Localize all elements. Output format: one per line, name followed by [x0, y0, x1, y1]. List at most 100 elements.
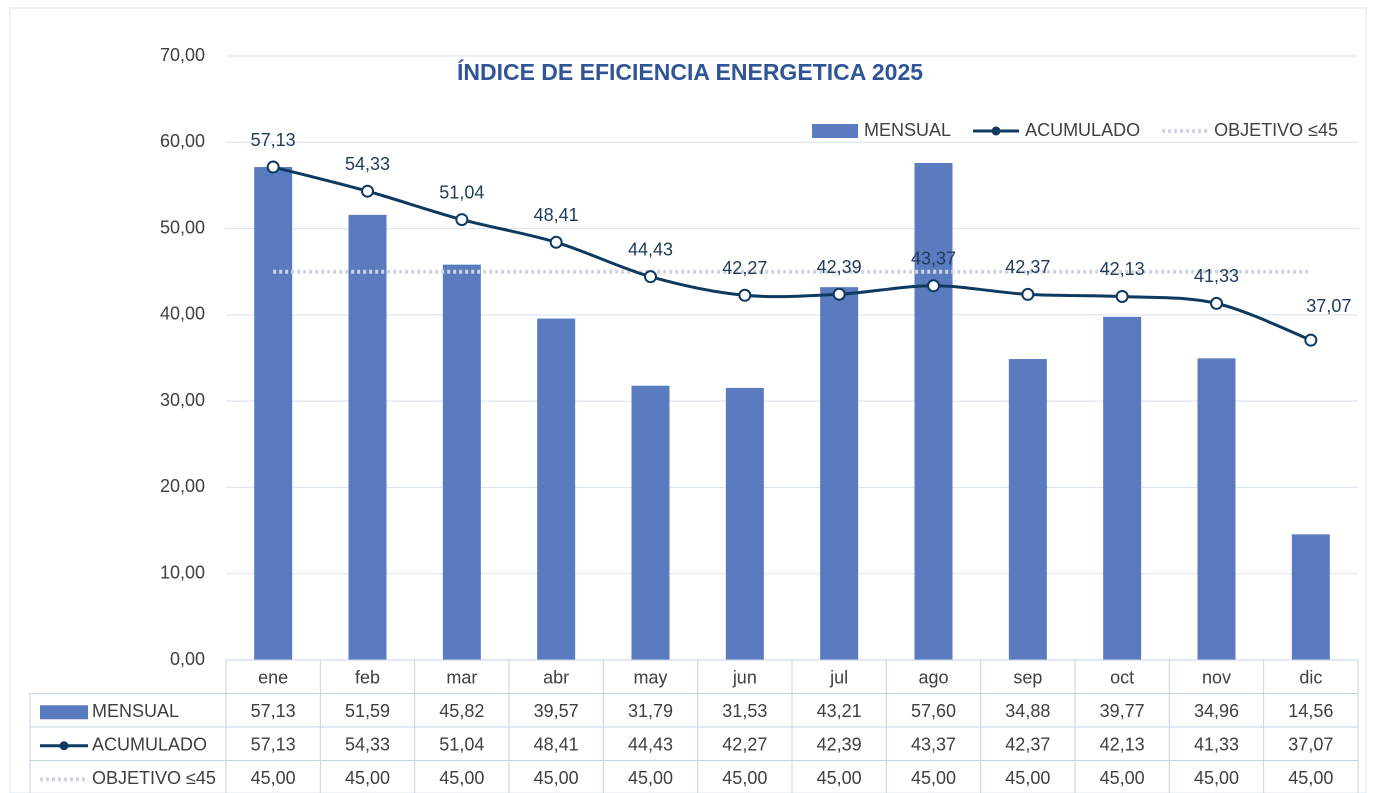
bar: [348, 214, 387, 661]
data-label: 42,13: [1100, 259, 1145, 279]
legend-label: OBJETIVO ≤45: [1214, 120, 1338, 140]
x-tick-label: oct: [1110, 668, 1134, 688]
table-cell: 45,00: [1194, 768, 1239, 788]
bar: [725, 387, 764, 660]
bar: [442, 264, 481, 660]
data-label: 41,33: [1194, 266, 1239, 286]
bar: [537, 318, 576, 660]
line-marker: [455, 213, 469, 227]
table-cell: 42,27: [722, 735, 767, 755]
table-cell: 43,37: [911, 735, 956, 755]
legend-swatch: [40, 705, 88, 720]
table-row-header: ACUMULADO: [92, 735, 207, 755]
line-marker: [549, 235, 563, 249]
table-cell: 42,39: [817, 735, 862, 755]
table-cell: 48,41: [534, 735, 579, 755]
bar: [1291, 534, 1330, 660]
table-cell: 45,00: [251, 768, 296, 788]
table-cell: 57,13: [251, 735, 296, 755]
y-tick-label: 0,00: [170, 649, 205, 669]
table-cell: 39,77: [1100, 701, 1145, 721]
bar: [1103, 316, 1142, 660]
data-label: 42,37: [1005, 257, 1050, 277]
line-marker: [1021, 287, 1035, 301]
data-label: 42,39: [817, 257, 862, 277]
table-cell: 45,00: [628, 768, 673, 788]
chart-title: ÍNDICE DE EFICIENCIA ENERGETICA 2025: [457, 58, 923, 85]
legend-label: ACUMULADO: [1025, 120, 1140, 140]
table-cell: 45,00: [1288, 768, 1333, 788]
x-tick-label: abr: [543, 668, 569, 688]
table-row-header: MENSUAL: [92, 701, 179, 721]
table-cell: 51,59: [345, 701, 390, 721]
legend-marker: [59, 741, 69, 751]
y-tick-label: 20,00: [160, 476, 205, 496]
bar: [254, 167, 293, 660]
chart-frame: [9, 7, 1367, 793]
table-cell: 45,00: [722, 768, 767, 788]
table-cell: 43,21: [817, 701, 862, 721]
table-cell: 57,60: [911, 701, 956, 721]
x-tick-label: dic: [1299, 668, 1322, 688]
y-tick-label: 70,00: [160, 45, 205, 65]
table-cell: 45,00: [817, 768, 862, 788]
table-cell: 45,00: [534, 768, 579, 788]
table-cell: 42,13: [1100, 735, 1145, 755]
y-tick-label: 50,00: [160, 217, 205, 237]
table-cell: 45,00: [911, 768, 956, 788]
line-marker: [738, 288, 752, 302]
x-tick-label: feb: [355, 668, 380, 688]
line-marker: [1304, 333, 1318, 347]
line-marker: [361, 184, 374, 198]
data-label: 42,27: [722, 258, 767, 278]
table-cell: 57,13: [251, 701, 296, 721]
table-cell: 45,00: [439, 768, 484, 788]
data-label: 54,33: [345, 154, 390, 174]
data-label: 51,04: [439, 182, 484, 202]
data-label: 43,37: [911, 249, 956, 269]
table-row-header: OBJETIVO ≤45: [92, 768, 216, 788]
x-tick-label: nov: [1202, 668, 1231, 688]
line-marker: [266, 160, 280, 174]
table-cell: 54,33: [345, 735, 390, 755]
data-label: 57,13: [251, 130, 296, 150]
table-cell: 44,43: [628, 735, 673, 755]
legend-swatch: [812, 124, 859, 138]
line-marker: [927, 279, 940, 293]
line-marker: [1115, 289, 1129, 303]
bar: [1008, 359, 1047, 660]
bar: [631, 385, 670, 660]
y-tick-label: 60,00: [160, 131, 205, 151]
table-cell: 45,00: [345, 768, 390, 788]
x-tick-label: may: [633, 668, 667, 688]
x-tick-label: jul: [829, 668, 848, 688]
x-tick-label: sep: [1013, 668, 1042, 688]
legend-label: MENSUAL: [864, 120, 951, 140]
legend-marker: [991, 126, 1001, 136]
bar: [1197, 358, 1236, 660]
data-label: 48,41: [534, 205, 579, 225]
x-tick-label: jun: [732, 668, 757, 688]
table-cell: 45,82: [439, 701, 484, 721]
table-cell: 42,37: [1005, 735, 1050, 755]
table-cell: 45,00: [1005, 768, 1050, 788]
table-cell: 39,57: [534, 701, 579, 721]
data-label: 37,07: [1306, 296, 1351, 316]
bar: [914, 162, 953, 660]
table-cell: 45,00: [1100, 768, 1145, 788]
table-cell: 51,04: [439, 735, 484, 755]
x-tick-label: ago: [918, 668, 948, 688]
y-tick-label: 10,00: [160, 562, 205, 582]
table-cell: 34,88: [1005, 701, 1050, 721]
table-cell: 14,56: [1288, 701, 1333, 721]
data-label: 44,43: [628, 239, 673, 259]
x-tick-label: mar: [446, 668, 477, 688]
line-marker: [1210, 296, 1223, 310]
line-marker: [644, 270, 657, 284]
table-cell: 31,53: [722, 701, 767, 721]
y-tick-label: 30,00: [160, 390, 205, 410]
table-cell: 31,79: [628, 701, 673, 721]
line: [272, 165, 1312, 342]
